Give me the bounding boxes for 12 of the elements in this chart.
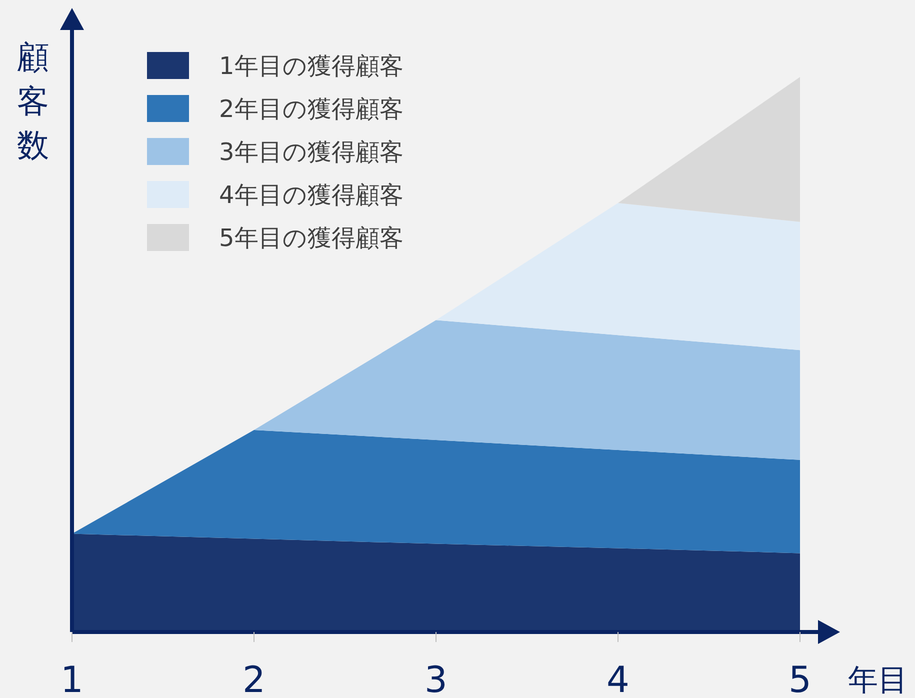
legend-label: 1年目の獲得顧客 [219, 52, 404, 80]
legend-label: 2年目の獲得顧客 [219, 95, 404, 123]
x-axis-title: 年目 [848, 663, 908, 698]
y-axis-title: 顧客数 [17, 38, 49, 164]
x-tick-label: 2 [242, 660, 266, 698]
legend-label: 4年目の獲得顧客 [219, 181, 404, 209]
legend-label: 5年目の獲得顧客 [219, 224, 404, 252]
x-tick-label: 1 [60, 660, 84, 698]
x-tick-label: 4 [606, 660, 630, 698]
x-tick-label: 5 [788, 660, 812, 698]
x-tick-label: 3 [424, 660, 448, 698]
legend-label: 3年目の獲得顧客 [219, 138, 404, 166]
